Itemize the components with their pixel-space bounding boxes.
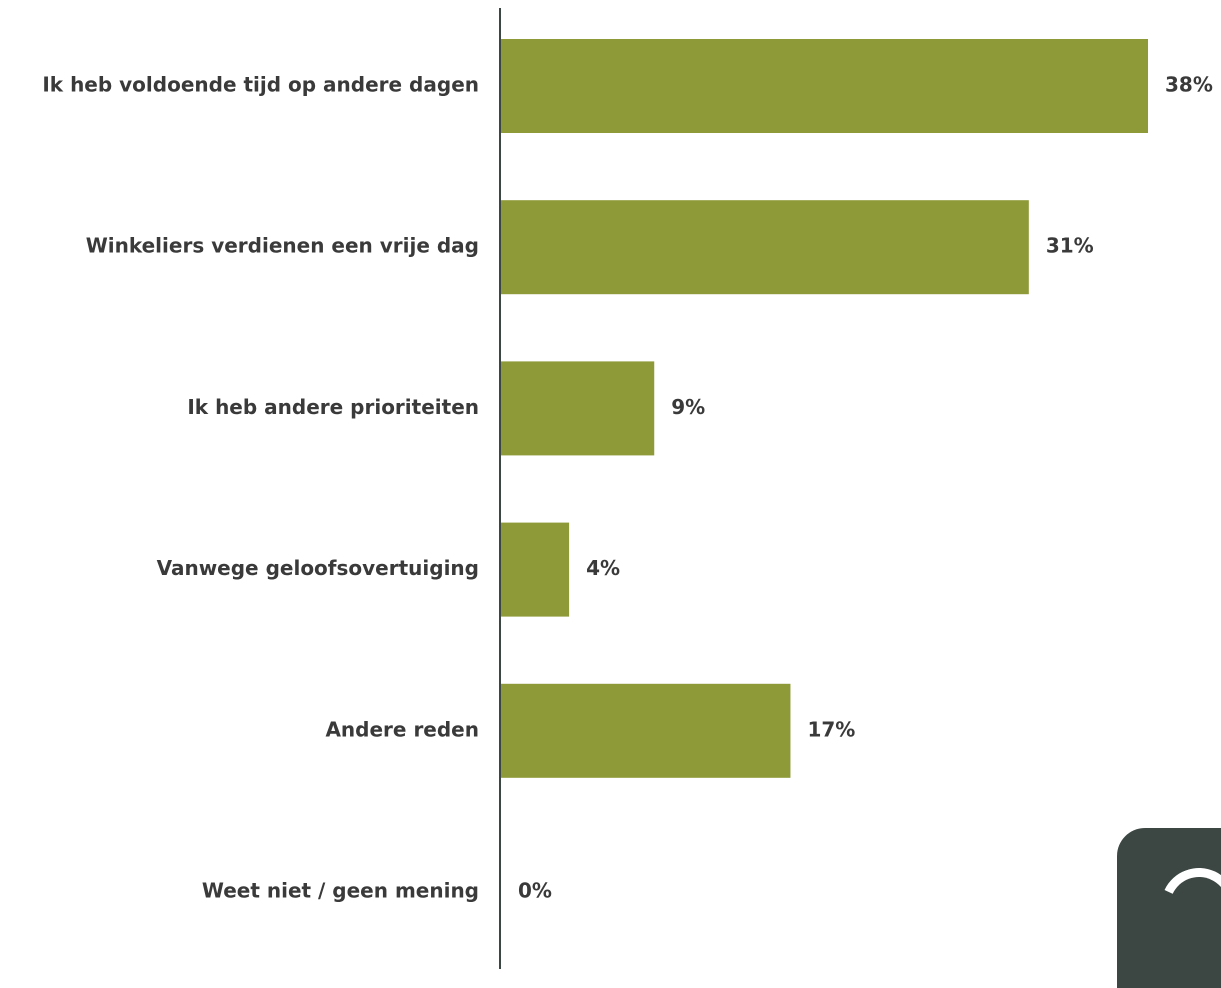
category-label: Ik heb andere prioriteiten (187, 395, 479, 419)
value-label: 0% (518, 879, 552, 903)
bar (501, 683, 791, 778)
category-label: Weet niet / geen mening (202, 879, 479, 903)
value-label: 9% (671, 395, 705, 419)
bar (501, 522, 570, 617)
value-label: 31% (1046, 234, 1094, 258)
value-label: 17% (807, 717, 855, 741)
value-label: 38% (1165, 73, 1213, 97)
value-label: 4% (586, 556, 620, 580)
category-label: Vanwege geloofsovertuiging (157, 556, 479, 580)
category-label: Ik heb voldoende tijd op andere dagen (42, 73, 479, 97)
logo-mark-icon (1150, 857, 1221, 955)
category-label: Andere reden (325, 717, 479, 741)
brand-logo-icon (1117, 828, 1221, 988)
bar (501, 200, 1029, 295)
bar (501, 361, 655, 456)
category-label: Winkeliers verdienen een vrije dag (86, 234, 479, 258)
bar (501, 39, 1148, 133)
